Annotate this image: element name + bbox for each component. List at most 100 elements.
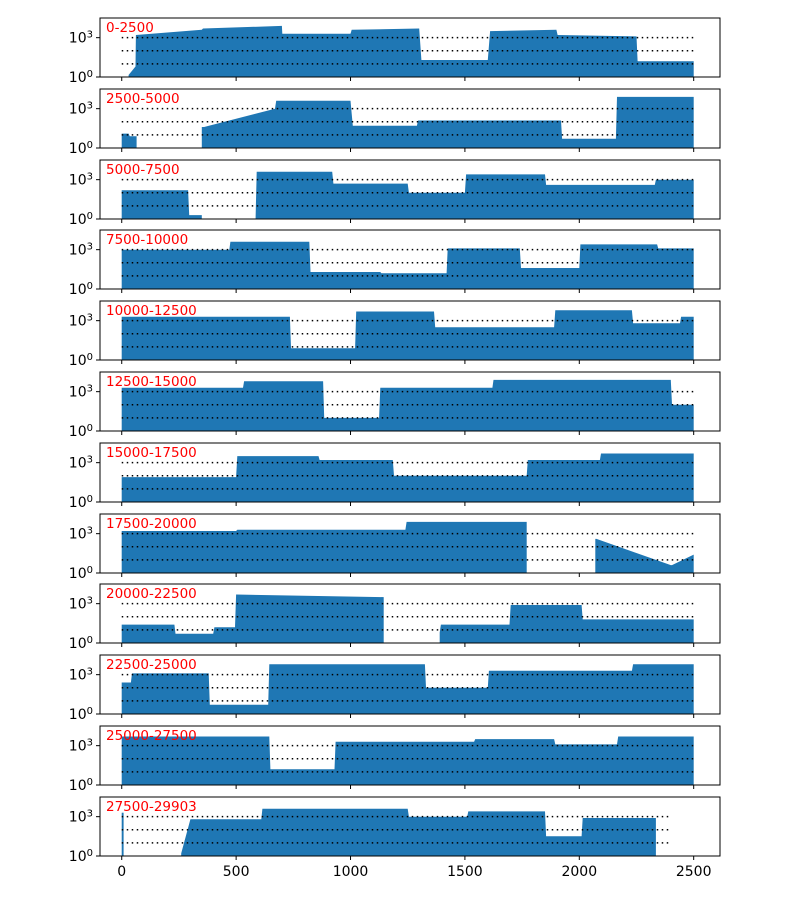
y-tick-exponent: 0	[87, 635, 93, 646]
y-tick-label: 100	[69, 565, 93, 583]
y-tick-exponent: 0	[87, 211, 93, 222]
y-tick-label: 103	[69, 666, 93, 684]
y-tick-exponent: 0	[87, 565, 93, 576]
y-tick-exponent: 3	[87, 29, 93, 40]
coverage-area	[121, 190, 202, 219]
panel-label: 12500-15000	[106, 374, 197, 390]
y-tick-exponent: 3	[87, 595, 93, 606]
y-tick-label: 100	[69, 706, 93, 724]
y-tick-label: 103	[69, 241, 93, 259]
y-tick-exponent: 0	[87, 494, 93, 505]
y-tick-exponent: 3	[87, 312, 93, 323]
y-tick-exponent: 3	[87, 737, 93, 748]
panel: 100 103 2500-5000	[69, 88, 721, 158]
y-tick-label: 103	[69, 454, 93, 472]
panel-label: 5000-7500	[106, 162, 180, 178]
y-tick-label: 100	[69, 352, 93, 370]
y-tick-label: 103	[69, 312, 93, 330]
y-tick-label: 100	[69, 281, 93, 299]
y-tick-exponent: 3	[87, 525, 93, 536]
coverage-area	[128, 25, 694, 77]
axes-frame	[99, 159, 721, 220]
coverage-area	[121, 736, 694, 785]
coverage-area	[181, 808, 656, 856]
y-tick-label: 103	[69, 171, 93, 189]
panel-label: 15000-17500	[106, 445, 197, 461]
axes-frame	[99, 300, 721, 361]
coverage-area	[595, 538, 694, 573]
y-tick-label: 100	[69, 69, 93, 87]
coverage-area	[439, 605, 694, 643]
coverage-area	[121, 812, 124, 856]
coverage-area	[121, 594, 384, 643]
panel: 100 103 20000-22500	[69, 583, 721, 653]
y-tick-exponent: 3	[87, 666, 93, 677]
y-tick-exponent: 0	[87, 706, 93, 717]
y-tick-label: 100	[69, 848, 93, 866]
x-tick-label: 2000	[561, 864, 597, 880]
panel-label: 2500-5000	[106, 91, 180, 107]
panel: 100 103 0 500 1000 1500 2000 2500 27500-29903	[69, 796, 721, 880]
y-tick-exponent: 3	[87, 808, 93, 819]
y-tick-label: 103	[69, 595, 93, 613]
y-tick-label: 103	[69, 525, 93, 543]
panel-label: 27500-29903	[106, 799, 197, 815]
panel: 100 103 25000-27500	[69, 725, 721, 795]
panel: 100 103 15000-17500	[69, 442, 721, 512]
y-tick-exponent: 0	[87, 352, 93, 363]
panel: 100 103 7500-10000	[69, 229, 721, 299]
x-tick-label: 1000	[333, 864, 369, 880]
y-tick-exponent: 0	[87, 423, 93, 434]
x-tick-label: 0	[117, 864, 126, 880]
panel: 100 103 17500-20000	[69, 513, 721, 583]
y-tick-exponent: 0	[87, 69, 93, 80]
panel-label: 0-2500	[106, 20, 154, 36]
coverage-area	[121, 664, 694, 714]
y-tick-label: 103	[69, 737, 93, 755]
axes-frame	[99, 17, 721, 78]
y-tick-label: 100	[69, 211, 93, 229]
y-tick-exponent: 0	[87, 848, 93, 859]
y-tick-label: 100	[69, 494, 93, 512]
x-tick-label: 1500	[447, 864, 483, 880]
panel: 100 103 12500-15000	[69, 371, 721, 440]
y-tick-label: 103	[69, 29, 93, 47]
panel-label: 10000-12500	[106, 303, 197, 319]
panel-label: 7500-10000	[106, 232, 188, 248]
panel-label: 20000-22500	[106, 586, 197, 602]
y-tick-label: 103	[69, 808, 93, 826]
y-tick-exponent: 0	[87, 140, 93, 151]
coverage-area	[121, 133, 137, 148]
y-tick-exponent: 3	[87, 241, 93, 252]
y-tick-exponent: 3	[87, 100, 93, 111]
coverage-area	[121, 241, 694, 289]
y-tick-label: 103	[69, 100, 93, 118]
axes-frame	[99, 583, 721, 644]
panel-label: 25000-27500	[106, 728, 197, 744]
panel: 100 103 22500-25000	[69, 654, 721, 724]
panel: 100 103 10000-12500	[69, 300, 721, 370]
axes-frame	[99, 88, 721, 149]
axes-frame	[99, 796, 721, 857]
axes-frame	[99, 725, 721, 786]
y-tick-exponent: 3	[87, 383, 93, 394]
y-tick-label: 100	[69, 777, 93, 795]
y-tick-exponent: 3	[87, 171, 93, 182]
y-tick-label: 100	[69, 140, 93, 158]
x-tick-label: 2500	[676, 864, 712, 880]
panel: 100 103 0-2500	[69, 17, 721, 87]
y-tick-label: 100	[69, 635, 93, 653]
panel-label: 17500-20000	[106, 516, 197, 532]
panel-label: 22500-25000	[106, 657, 197, 673]
axes-frame	[99, 513, 721, 574]
y-tick-exponent: 0	[87, 281, 93, 292]
y-tick-exponent: 0	[87, 777, 93, 788]
coverage-area	[121, 310, 694, 360]
x-tick-label: 500	[223, 864, 250, 880]
coverage-area	[121, 453, 694, 502]
coverage-area	[255, 171, 694, 219]
axes-frame	[99, 654, 721, 715]
y-tick-label: 103	[69, 383, 93, 401]
axes-frame	[99, 442, 721, 503]
